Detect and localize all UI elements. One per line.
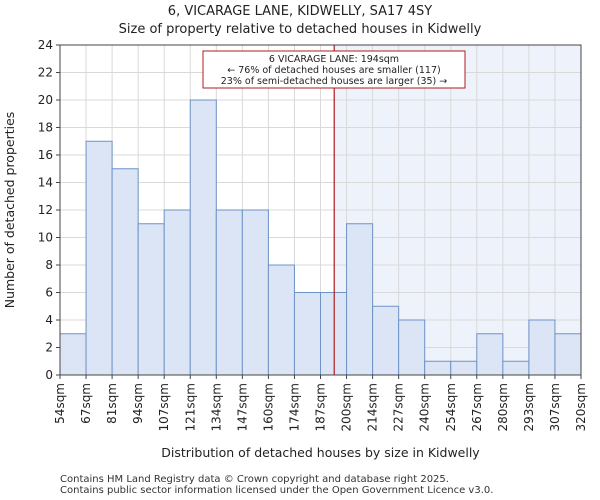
y-tick-label: 18: [38, 121, 53, 135]
x-tick-label: 160sqm: [261, 383, 275, 431]
histogram-bar: [398, 319, 426, 376]
x-tick-label: 227sqm: [392, 383, 406, 431]
annotation-box: [202, 50, 466, 89]
x-tick-label: 254sqm: [444, 383, 458, 431]
x-tick-label: 280sqm: [496, 383, 510, 431]
y-axis-label: Number of detached properties: [2, 112, 17, 309]
histogram-bar: [424, 360, 452, 376]
chart-title: 6, VICARAGE LANE, KIDWELLY, SA17 4SY: [167, 4, 433, 19]
y-tick-label: 24: [38, 38, 53, 52]
y-tick-label: 8: [45, 258, 53, 272]
histogram-bar: [372, 305, 400, 376]
x-tick-label: 187sqm: [314, 383, 328, 431]
y-tick-label: 4: [45, 313, 53, 327]
histogram-bar: [450, 360, 478, 376]
x-tick-label: 54sqm: [53, 383, 67, 424]
histogram-bar: [502, 360, 530, 376]
histogram-bar: [241, 209, 269, 376]
histogram-bar: [111, 168, 139, 376]
y-tick-label: 16: [38, 148, 53, 162]
x-tick-label: 174sqm: [287, 383, 301, 431]
y-tick-label: 14: [38, 176, 53, 190]
x-axis-label: Distribution of detached houses by size …: [161, 445, 480, 460]
histogram-bar: [85, 140, 113, 376]
x-tick-label: 147sqm: [235, 383, 249, 431]
x-tick-label: 240sqm: [418, 383, 432, 431]
y-tick-label: 0: [45, 368, 53, 382]
x-tick-label: 320sqm: [574, 383, 588, 431]
x-tick-label: 293sqm: [522, 383, 536, 431]
histogram-bar: [528, 319, 556, 376]
annotation-smaller: ← 76% of detached houses are smaller (11…: [227, 65, 440, 76]
y-tick-label: 6: [45, 286, 53, 300]
histogram-bar: [476, 333, 504, 376]
y-tick-label: 12: [38, 203, 53, 217]
histogram-bar: [137, 223, 165, 376]
histogram-bar: [215, 209, 243, 376]
x-tick-label: 307sqm: [548, 383, 562, 431]
y-tick-label: 10: [38, 231, 53, 245]
y-tick-label: 2: [45, 341, 53, 355]
y-tick-label: 22: [38, 66, 53, 80]
x-tick-label: 94sqm: [131, 383, 145, 424]
x-tick-label: 214sqm: [366, 383, 380, 431]
x-tick-label: 81sqm: [105, 383, 119, 424]
histogram-bar: [189, 99, 217, 376]
footer-licence: Contains public sector information licen…: [60, 485, 494, 496]
histogram-bar: [320, 292, 348, 376]
x-tick-label: 67sqm: [79, 383, 93, 424]
histogram-bar: [346, 223, 374, 376]
x-tick-label: 134sqm: [209, 383, 223, 431]
x-tick-label: 107sqm: [157, 383, 171, 431]
histogram-bar: [554, 333, 582, 376]
annotation-title: 6 VICARAGE LANE: 194sqm: [269, 54, 399, 65]
histogram-bar: [267, 264, 295, 376]
x-tick-label: 267sqm: [470, 383, 484, 431]
footer-copyright: Contains HM Land Registry data © Crown c…: [60, 474, 449, 485]
x-tick-label: 200sqm: [340, 383, 354, 431]
histogram-bar: [293, 292, 322, 376]
x-tick-label: 121sqm: [183, 383, 197, 431]
y-tick-label: 20: [38, 93, 53, 107]
histogram-bar: [59, 333, 87, 376]
histogram-bar: [163, 209, 191, 376]
chart-subtitle: Size of property relative to detached ho…: [118, 22, 482, 37]
annotation-larger: 23% of semi-detached houses are larger (…: [221, 76, 448, 87]
